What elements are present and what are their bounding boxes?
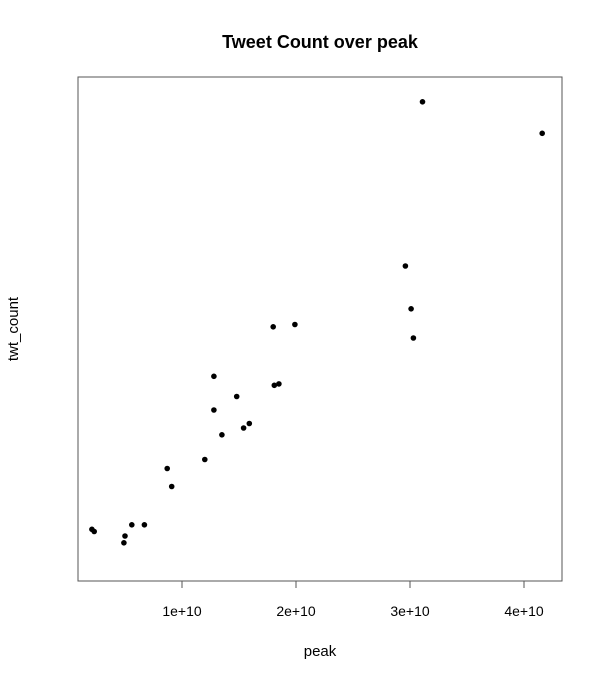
x-tick-label: 1e+10 [162,603,202,619]
chart-title: Tweet Count over peak [222,32,419,52]
data-point [276,381,282,387]
data-point [419,99,426,105]
data-point [129,522,135,528]
x-tick-label: 2e+10 [276,603,316,619]
data-point [211,373,217,380]
data-point [402,263,409,269]
data-point [270,324,277,330]
data-point [246,420,253,427]
data-point [219,432,225,438]
data-point [202,456,208,463]
data-point [91,528,97,535]
x-tick-label: 3e+10 [390,603,430,619]
plot-frame [77,76,563,582]
data-point [121,540,127,546]
data-point [141,522,148,528]
x-axis: 1e+10 2e+10 3e+10 4e+10 [162,581,544,619]
data-point [233,393,240,400]
data-point [122,533,128,539]
x-axis-label: peak [304,643,337,660]
data-point [410,335,417,341]
data-point [408,306,414,312]
data-point [211,407,217,413]
data-point [292,321,298,328]
data-point [539,130,545,137]
data-point [168,483,175,490]
data-points [89,99,545,546]
x-tick-label: 4e+10 [504,603,544,619]
data-point [240,425,247,431]
data-point [271,382,278,389]
data-point [164,465,170,472]
y-axis-label: twt_count [5,296,22,361]
